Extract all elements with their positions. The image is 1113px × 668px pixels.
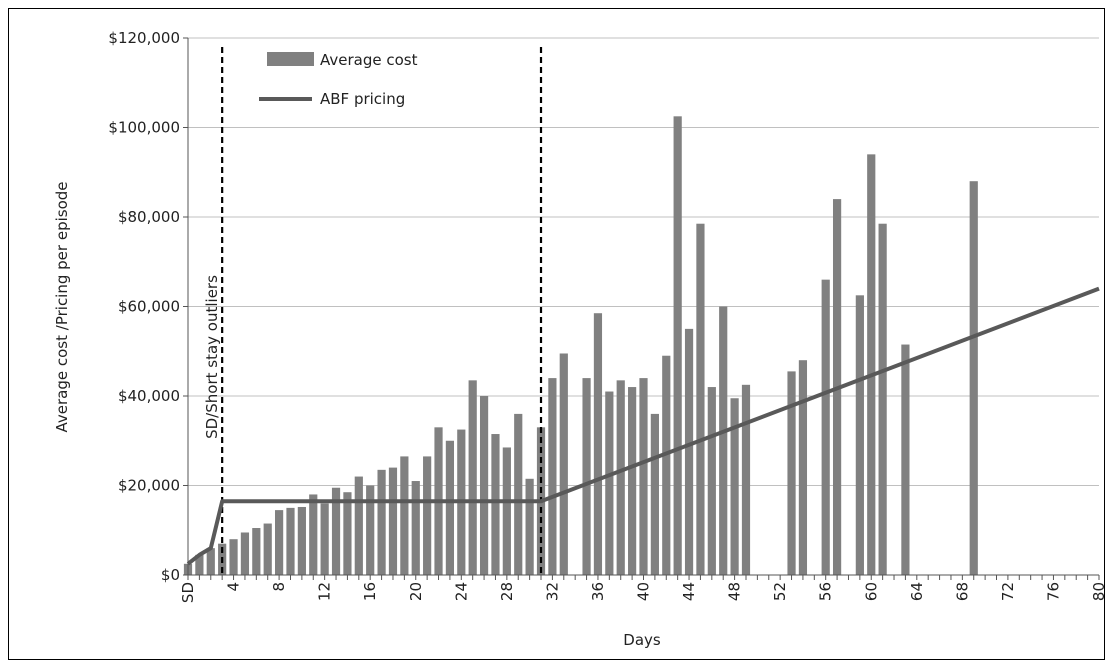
bar xyxy=(662,355,671,575)
bar xyxy=(320,503,329,575)
bar xyxy=(696,223,705,575)
bar xyxy=(855,295,864,575)
bar xyxy=(616,380,625,575)
bar xyxy=(821,279,830,575)
bar xyxy=(559,353,568,575)
legend: Average cost ABF pricing xyxy=(259,51,418,108)
x-tick-label: 24 xyxy=(452,582,470,601)
bar xyxy=(605,391,614,575)
bar xyxy=(423,456,432,575)
x-tick-label: SD xyxy=(179,582,197,603)
gridlines xyxy=(188,37,1099,486)
bar xyxy=(411,481,420,575)
bar xyxy=(650,413,659,575)
x-tick-label: 36 xyxy=(589,582,607,601)
bar xyxy=(787,371,796,575)
outlier-annotation-label: SD/Short stay outliers xyxy=(203,275,221,439)
x-tick-label: 56 xyxy=(817,582,835,601)
chart-frame xyxy=(8,8,1105,660)
bar xyxy=(354,476,363,575)
x-tick-label: 8 xyxy=(270,582,288,592)
x-tick-label: 72 xyxy=(999,582,1017,601)
bar xyxy=(229,539,238,575)
x-tick-label: 80 xyxy=(1090,582,1108,601)
y-tick-label: $20,000 xyxy=(118,477,180,495)
bar xyxy=(343,492,352,575)
bar xyxy=(366,485,375,575)
bar xyxy=(297,506,306,575)
bar xyxy=(514,413,523,575)
bar xyxy=(741,384,751,575)
bar xyxy=(331,487,341,575)
bar xyxy=(525,478,534,575)
bar xyxy=(263,523,272,575)
x-tick-label: 60 xyxy=(862,582,880,601)
x-tick-label: 44 xyxy=(680,582,698,601)
bar xyxy=(798,360,808,575)
bar xyxy=(969,181,978,575)
bar xyxy=(479,396,489,575)
bar xyxy=(240,532,250,575)
y-tick-labels: $0 $20,000 $40,000 $60,000 $80,000 $100,000 $1… xyxy=(108,29,180,584)
y-tick-label: $0 xyxy=(161,566,180,584)
bar xyxy=(684,328,694,575)
x-tick-label: 64 xyxy=(908,582,926,601)
bar xyxy=(639,378,648,575)
y-tick-label: $100,000 xyxy=(108,119,180,137)
bar xyxy=(548,378,557,575)
bar xyxy=(275,510,284,575)
bar xyxy=(252,528,261,575)
x-tick-label: 52 xyxy=(771,582,789,601)
x-tick-label: 76 xyxy=(1044,582,1062,601)
y-tick-label: $80,000 xyxy=(118,208,180,226)
x-tick-label: 28 xyxy=(498,582,516,601)
bar xyxy=(719,306,728,575)
bar xyxy=(673,116,682,575)
axes xyxy=(183,37,1100,580)
bar xyxy=(377,469,386,575)
x-tick-label: 12 xyxy=(316,582,334,601)
bar xyxy=(593,313,603,575)
bar xyxy=(878,223,887,575)
x-tick-label: 16 xyxy=(361,582,379,601)
y-tick-label: $120,000 xyxy=(108,29,180,47)
x-tick-label: 4 xyxy=(225,582,243,592)
y-tick-label: $40,000 xyxy=(118,387,180,405)
bar xyxy=(445,440,455,575)
x-tick-label: 40 xyxy=(635,582,653,601)
bar xyxy=(206,548,215,575)
bar xyxy=(491,434,500,575)
y-axis-label: Average cost /Pricing per episode xyxy=(53,182,71,433)
annotation-lines xyxy=(221,47,543,575)
legend-swatch-bar xyxy=(267,52,314,66)
legend-label-abf-pricing: ABF pricing xyxy=(320,90,405,108)
bar xyxy=(286,507,295,575)
bar xyxy=(388,467,398,575)
bar xyxy=(468,380,477,575)
line-series xyxy=(186,286,1100,566)
bar xyxy=(730,398,739,575)
bar xyxy=(502,447,511,575)
bar xyxy=(901,344,910,575)
x-tick-labels: SD 4 8 12 16 20 24 28 32 36 40 44 48 52 56 60 64 68 72 76 80 xyxy=(179,582,1108,603)
bar xyxy=(195,554,204,575)
x-tick-label: 20 xyxy=(407,582,425,601)
bar xyxy=(707,387,716,575)
y-tick-label: $60,000 xyxy=(118,298,180,316)
bar xyxy=(628,387,637,575)
legend-label-average-cost: Average cost xyxy=(320,51,418,69)
abf-pricing-line xyxy=(186,286,1100,566)
bar xyxy=(867,154,876,575)
x-axis-label: Days xyxy=(623,631,661,649)
bar xyxy=(400,456,409,575)
bar xyxy=(582,378,591,575)
bar xyxy=(309,494,318,575)
x-tick-label: 68 xyxy=(953,582,971,601)
x-tick-label: 48 xyxy=(726,582,744,601)
x-tick-label: 32 xyxy=(543,582,561,601)
bar-series xyxy=(183,116,978,575)
